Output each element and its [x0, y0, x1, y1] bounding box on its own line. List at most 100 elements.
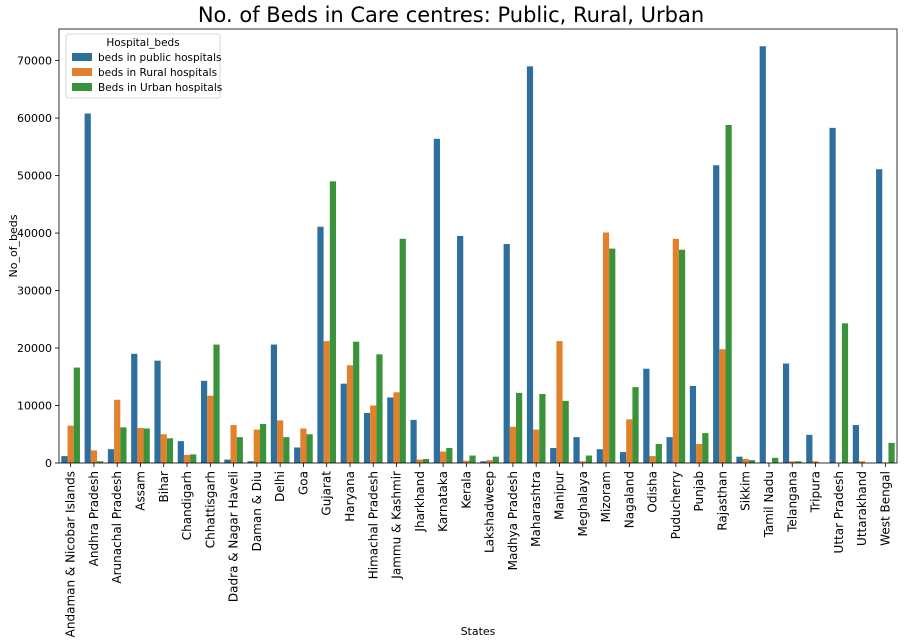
bar	[247, 461, 254, 463]
plot-frame	[58, 28, 898, 464]
x-tick-label: Haryana	[343, 471, 357, 522]
x-tick-label: Goa	[296, 471, 310, 495]
x-tick-label: Arunachal Pradesh	[110, 471, 124, 584]
bar	[114, 399, 121, 463]
bar	[795, 461, 802, 463]
bar	[852, 425, 859, 463]
bar	[213, 344, 220, 463]
x-tick-label: Sikkim	[739, 471, 753, 511]
legend-swatch	[72, 68, 92, 76]
legend-entry: beds in Rural hospitals	[98, 67, 217, 79]
y-tick-label: 60000	[17, 112, 52, 125]
bar	[736, 456, 743, 463]
bar	[236, 437, 243, 463]
bar	[789, 461, 796, 463]
bar	[306, 434, 313, 463]
bar	[457, 235, 464, 463]
bar	[393, 392, 400, 463]
bar	[166, 438, 174, 463]
x-tick-label: Chandigarh	[180, 471, 194, 540]
bar	[619, 452, 627, 463]
x-tick-label: West Bengal	[878, 471, 892, 546]
x-tick-label: Madhya Pradesh	[506, 471, 520, 570]
bar	[666, 437, 673, 463]
x-tick-label: Tripura	[809, 471, 823, 513]
bar	[632, 387, 639, 463]
bar	[370, 405, 377, 463]
bar	[492, 456, 499, 463]
bar	[259, 423, 267, 463]
x-tick-label: Uttarakhand	[855, 471, 869, 546]
bar	[526, 66, 534, 464]
bar	[573, 437, 580, 463]
bar	[689, 385, 697, 463]
bar	[376, 354, 383, 463]
bar	[480, 461, 487, 463]
x-tick-label: Mizoram	[599, 471, 613, 522]
legend-entry: Beds in Urban hospitals	[98, 82, 222, 94]
bar	[748, 460, 756, 463]
x-tick-label: Kerala	[459, 471, 473, 509]
bar	[812, 461, 819, 463]
bar	[416, 459, 423, 463]
bars-group	[61, 46, 895, 464]
bar	[353, 341, 360, 463]
x-tick-label: Punjab	[692, 471, 706, 512]
x-tick-label: Karnataka	[436, 471, 450, 532]
y-tick-label: 70000	[17, 55, 52, 68]
x-axis: Andaman & Nicobar Islands Andhra Pradesh A…	[64, 463, 892, 637]
y-tick-label: 50000	[17, 170, 52, 183]
bar	[120, 427, 127, 463]
bar	[190, 454, 197, 463]
bar	[346, 365, 354, 463]
bar	[270, 344, 278, 463]
bar	[200, 380, 208, 463]
x-tick-label: Maharashtra	[529, 471, 543, 547]
bar	[772, 457, 779, 463]
bar	[107, 449, 115, 463]
bar	[137, 427, 144, 463]
bar	[340, 383, 347, 463]
bar	[696, 444, 703, 463]
bar	[486, 460, 493, 463]
legend: Hospital_beds beds in public hospitals be…	[65, 33, 222, 99]
bar	[323, 341, 330, 463]
legend-swatch	[72, 53, 92, 61]
bar	[702, 433, 709, 463]
bar	[317, 226, 324, 463]
x-tick-label: Nagaland	[622, 471, 636, 528]
bar	[742, 458, 749, 463]
y-tick-label: 30000	[17, 285, 52, 298]
bar	[277, 420, 284, 463]
bar	[410, 419, 417, 463]
y-axis-label: No_of_beds	[7, 214, 20, 277]
bar	[446, 448, 453, 463]
bar	[387, 397, 394, 463]
legend-entry: beds in public hospitals	[98, 52, 222, 64]
bar	[329, 181, 337, 463]
bar	[131, 353, 138, 463]
bar	[300, 428, 307, 463]
bar	[649, 456, 656, 463]
bar	[533, 429, 540, 463]
bar	[626, 419, 633, 463]
y-tick-label: 0	[45, 457, 52, 470]
x-tick-label: Odisha	[646, 471, 660, 513]
x-tick-label: Daman & Diu	[250, 471, 264, 551]
y-tick-label: 20000	[17, 342, 52, 355]
bar	[253, 429, 260, 463]
bar	[602, 232, 610, 463]
bar	[97, 461, 104, 463]
bar	[876, 169, 883, 463]
bar	[609, 248, 616, 463]
bar	[806, 434, 813, 463]
bar	[439, 451, 447, 463]
bar	[562, 400, 569, 463]
bar	[596, 449, 603, 463]
bar	[585, 455, 593, 463]
x-tick-label: Delhi	[273, 471, 287, 502]
x-tick-label: Jammu & Kashmir	[390, 471, 404, 580]
bar	[672, 238, 679, 463]
bar	[888, 442, 895, 463]
bar	[841, 323, 849, 463]
